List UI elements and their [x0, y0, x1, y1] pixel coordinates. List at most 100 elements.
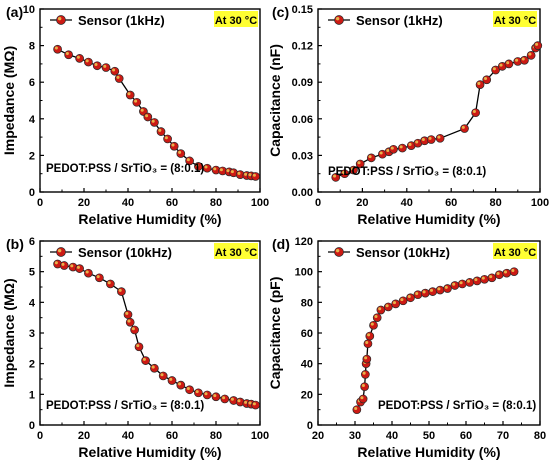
data-point-body: [110, 66, 120, 76]
data-point-highlight: [237, 171, 241, 175]
data-point: [220, 394, 230, 404]
temperature-badge: [214, 243, 258, 259]
data-point-highlight: [365, 341, 369, 345]
data-point-highlight: [511, 268, 515, 272]
y-tick-label: 2: [29, 359, 35, 371]
data-point-body: [460, 124, 469, 133]
x-axis-label: Relative Humidity (%): [357, 444, 500, 460]
data-point-body: [75, 264, 84, 273]
data-point-highlight: [379, 151, 383, 155]
data-point: [340, 169, 349, 179]
temperature-badge: [214, 11, 258, 27]
x-tick-label: 40: [386, 430, 398, 442]
x-tick-label: 80: [210, 430, 222, 442]
data-point-highlight: [461, 125, 465, 129]
data-point: [369, 320, 378, 330]
data-point: [158, 371, 168, 381]
data-point-highlight: [386, 149, 390, 153]
x-tick-label: 60: [445, 197, 457, 209]
data-point: [491, 65, 500, 75]
data-point-body: [150, 118, 159, 127]
data-point-highlight: [484, 77, 488, 81]
data-point: [185, 156, 194, 166]
composition-annotation: PEDOT:PSS / SrTiO₃ = (8:0.1): [378, 400, 536, 412]
y-tick-label: 0: [29, 420, 35, 432]
plot-frame: [317, 240, 541, 426]
data-point: [176, 149, 186, 158]
x-tick-label: 0: [37, 430, 43, 442]
data-point: [110, 66, 120, 76]
data-point: [141, 356, 150, 365]
data-point-body: [389, 144, 398, 154]
data-point: [443, 284, 452, 293]
data-point: [64, 50, 73, 60]
data-point: [75, 264, 84, 273]
y-tick-label: 6: [29, 236, 35, 248]
data-point-highlight: [252, 173, 256, 177]
data-point-highlight: [333, 174, 337, 178]
data-point: [132, 97, 142, 107]
data-point: [134, 342, 144, 352]
legend-marker-body: [334, 247, 344, 257]
y-tick-label: 40: [301, 359, 313, 371]
data-point-highlight: [230, 170, 234, 174]
data-point-highlight: [390, 146, 394, 150]
x-tick-label: 20: [78, 430, 90, 442]
data-point-body: [101, 63, 111, 72]
data-point-highlight: [374, 314, 378, 318]
data-point-body: [526, 51, 536, 60]
data-point-highlight: [472, 109, 476, 114]
data-point: [480, 274, 489, 284]
data-point: [426, 135, 436, 144]
data-point-body: [504, 59, 514, 69]
data-point: [435, 133, 445, 143]
data-point-body: [509, 267, 519, 277]
data-point-body: [125, 90, 135, 100]
data-point-highlight: [385, 304, 389, 308]
x-tick-label: 50: [423, 430, 435, 442]
x-tick-label: 60: [460, 430, 472, 442]
legend-marker-highlight: [57, 248, 62, 253]
data-point: [406, 293, 415, 303]
x-tick-label: 80: [534, 430, 546, 442]
data-point-body: [220, 394, 230, 404]
data-point: [460, 124, 469, 133]
legend-marker: [56, 15, 66, 25]
x-tick-label: 40: [122, 197, 134, 209]
data-point-highlight: [364, 356, 368, 360]
data-point-body: [141, 356, 150, 365]
y-tick-label: 5: [29, 267, 35, 279]
data-point-highlight: [116, 75, 120, 79]
data-point-highlight: [96, 275, 100, 279]
data-point-body: [106, 279, 115, 289]
x-tick-label: 40: [401, 197, 413, 209]
data-point-body: [156, 127, 166, 136]
data-point-highlight: [230, 397, 234, 401]
x-tick-label: 80: [210, 197, 222, 209]
x-tick-label: 100: [251, 197, 269, 209]
data-point-body: [472, 276, 482, 286]
data-point-highlight: [178, 382, 182, 386]
data-point: [391, 299, 401, 309]
panel-label: (d): [272, 236, 290, 252]
data-point-highlight: [503, 270, 508, 274]
data-point-highlight: [127, 319, 131, 323]
y-tick-label: 4: [29, 114, 36, 126]
data-point-highlight: [226, 169, 230, 173]
y-tick-label: 3: [29, 328, 35, 340]
data-point: [428, 287, 438, 296]
y-tick-label: 0.00: [292, 187, 313, 199]
data-point-body: [435, 133, 445, 143]
data-point: [363, 339, 373, 349]
data-point-body: [211, 392, 221, 402]
x-tick-label: 80: [489, 197, 501, 209]
data-point: [389, 144, 398, 154]
x-tick-label: 20: [356, 197, 368, 209]
data-point: [502, 268, 512, 278]
data-point-highlight: [171, 143, 175, 147]
data-point-body: [369, 320, 378, 330]
data-point-highlight: [125, 311, 129, 315]
data-point-highlight: [85, 59, 89, 63]
data-point-body: [176, 380, 186, 390]
data-point-highlight: [354, 406, 358, 410]
